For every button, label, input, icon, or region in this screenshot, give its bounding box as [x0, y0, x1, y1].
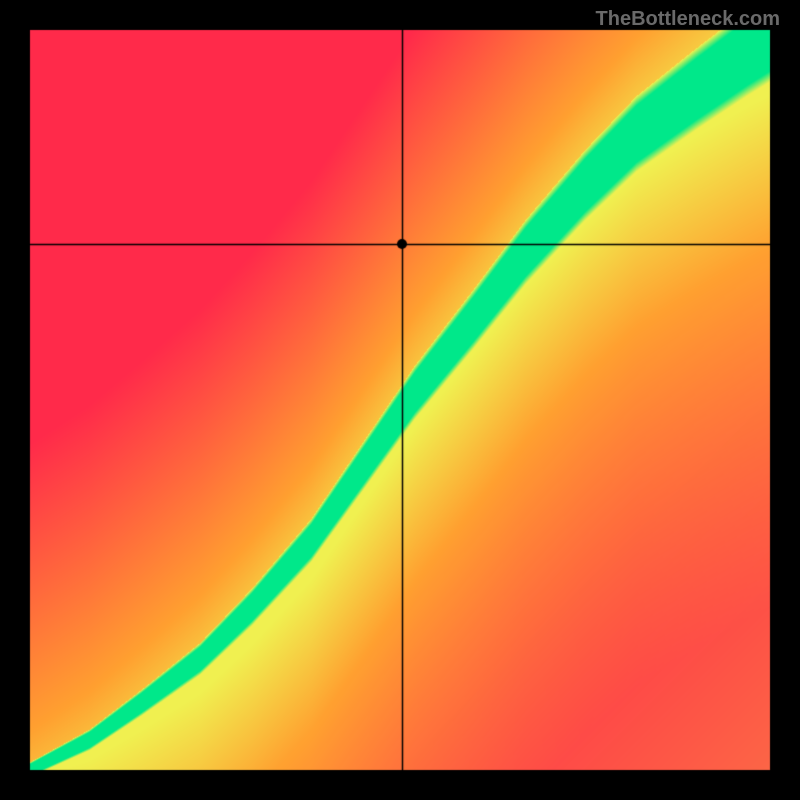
- heatmap-canvas: [0, 0, 800, 800]
- watermark-text: TheBottleneck.com: [596, 8, 780, 31]
- chart-container: TheBottleneck.com: [0, 0, 800, 800]
